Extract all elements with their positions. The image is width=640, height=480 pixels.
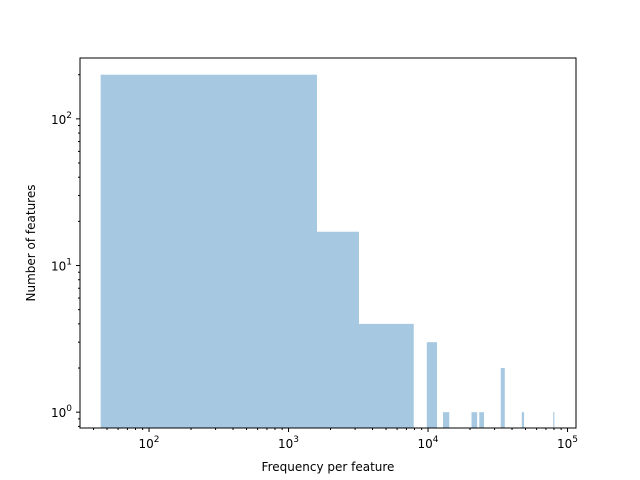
y-tick-label-2: 102	[51, 111, 72, 127]
histogram-bar-3	[426, 342, 438, 428]
histogram-bar-5	[471, 412, 478, 428]
y-axis-label: Number of features	[24, 185, 38, 302]
histogram-bar-2	[359, 323, 414, 428]
histogram-bar-1	[317, 231, 360, 428]
histogram-bar-4	[442, 412, 450, 428]
x-tick-label-0: 102	[139, 435, 160, 451]
x-axis-label: Frequency per feature	[262, 460, 395, 474]
y-tick-label-0: 100	[51, 404, 72, 420]
histogram-bar-7	[500, 368, 505, 428]
histogram-bar-8	[521, 412, 525, 428]
x-axis-ticks: 102 103 104 105	[93, 428, 578, 451]
y-axis-ticks: 100 101 102	[51, 74, 80, 427]
x-tick-label-3: 105	[557, 435, 578, 451]
x-tick-label-1: 103	[278, 435, 299, 451]
histogram-bar-6	[479, 412, 485, 428]
x-tick-label-2: 104	[418, 435, 439, 451]
plot-frame	[79, 57, 577, 429]
histogram-bar-0	[100, 74, 318, 428]
histogram-bar-9	[553, 412, 555, 428]
bars-group	[100, 74, 555, 428]
y-tick-label-1: 101	[51, 258, 72, 274]
